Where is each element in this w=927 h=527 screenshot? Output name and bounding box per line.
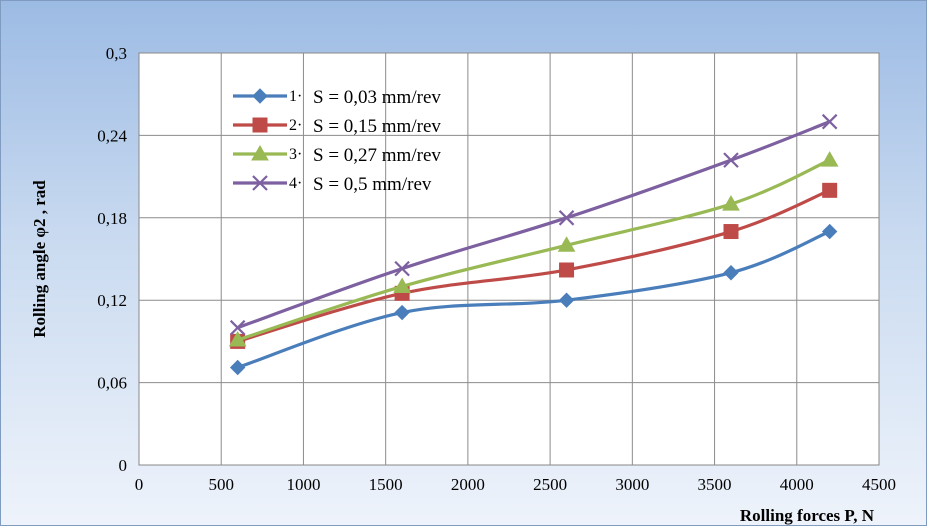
y-tick-label: 0 (119, 456, 128, 475)
data-point (559, 262, 575, 278)
legend-label: S = 0,5 mm/rev (313, 174, 432, 195)
y-tick-label: 0,3 (106, 44, 127, 63)
x-tick-label: 2000 (451, 475, 485, 494)
data-point (228, 331, 247, 347)
data-point (558, 292, 575, 308)
gridlines (139, 53, 879, 465)
data-point (229, 359, 246, 376)
legend-item-4: 4· S = 0,5 mm/rev (233, 174, 432, 195)
data-point (229, 319, 246, 336)
y-tick-labels: 0 0,06 0,12 0,18 0,24 0,3 (97, 44, 127, 475)
x-tick-label: 0 (135, 475, 144, 494)
legend-marker (252, 117, 268, 133)
legend-number: 2· (289, 117, 302, 134)
x-tick-label: 3500 (698, 475, 732, 494)
data-point (557, 236, 576, 252)
series-lines (228, 113, 839, 376)
series-3 (228, 151, 839, 347)
legend-number: 1· (289, 88, 302, 105)
data-point (722, 195, 740, 211)
legend-label: S = 0,27 mm/rev (313, 145, 441, 166)
x-tick-label: 2500 (533, 475, 567, 494)
series-line (237, 120, 831, 330)
data-point (558, 210, 575, 226)
data-point (822, 182, 838, 198)
legend-item-2: 2· S = 0,15 mm/rev (233, 116, 441, 137)
x-tick-label: 4500 (862, 475, 896, 494)
data-point (394, 304, 410, 321)
x-tick-label: 3000 (615, 475, 649, 494)
series-1 (229, 223, 838, 376)
x-tick-label: 4000 (780, 475, 814, 494)
x-tick-label: 1500 (369, 475, 403, 494)
x-tick-labels: 0 500 1000 1500 2000 2500 3000 3500 4000 4500 (135, 475, 896, 494)
y-tick-label: 0,06 (97, 374, 127, 393)
data-point (723, 152, 739, 168)
legend-marker (252, 88, 268, 104)
legend-marker (252, 175, 268, 191)
data-point (393, 277, 411, 293)
data-point (394, 260, 410, 277)
x-axis-label: Rolling forces P, N (740, 506, 875, 525)
y-tick-label: 0,18 (97, 209, 127, 228)
legend-label: S = 0,03 mm/rev (313, 87, 441, 108)
legend-item-1: 1· S = 0,03 mm/rev (233, 87, 441, 108)
legend-number: 3· (289, 146, 302, 163)
data-point (821, 113, 838, 130)
data-point (723, 265, 739, 281)
legend: 1· S = 0,03 mm/rev 2· S = 0,15 mm/rev 3· S = … (233, 87, 441, 195)
y-tick-label: 0,24 (97, 126, 127, 145)
legend-item-3: 3· S = 0,27 mm/rev (233, 144, 441, 166)
data-point (723, 224, 739, 240)
legend-marker (251, 144, 269, 161)
data-point (821, 223, 838, 240)
y-axis-label: Rolling angle φ2 , rad (30, 180, 49, 338)
series-4 (229, 113, 838, 336)
x-tick-label: 1000 (286, 475, 320, 494)
y-tick-label: 0,12 (97, 291, 127, 310)
data-point (820, 151, 839, 167)
legend-label: S = 0,15 mm/rev (313, 116, 441, 137)
x-tick-label: 500 (208, 475, 234, 494)
legend-number: 4· (289, 175, 302, 192)
